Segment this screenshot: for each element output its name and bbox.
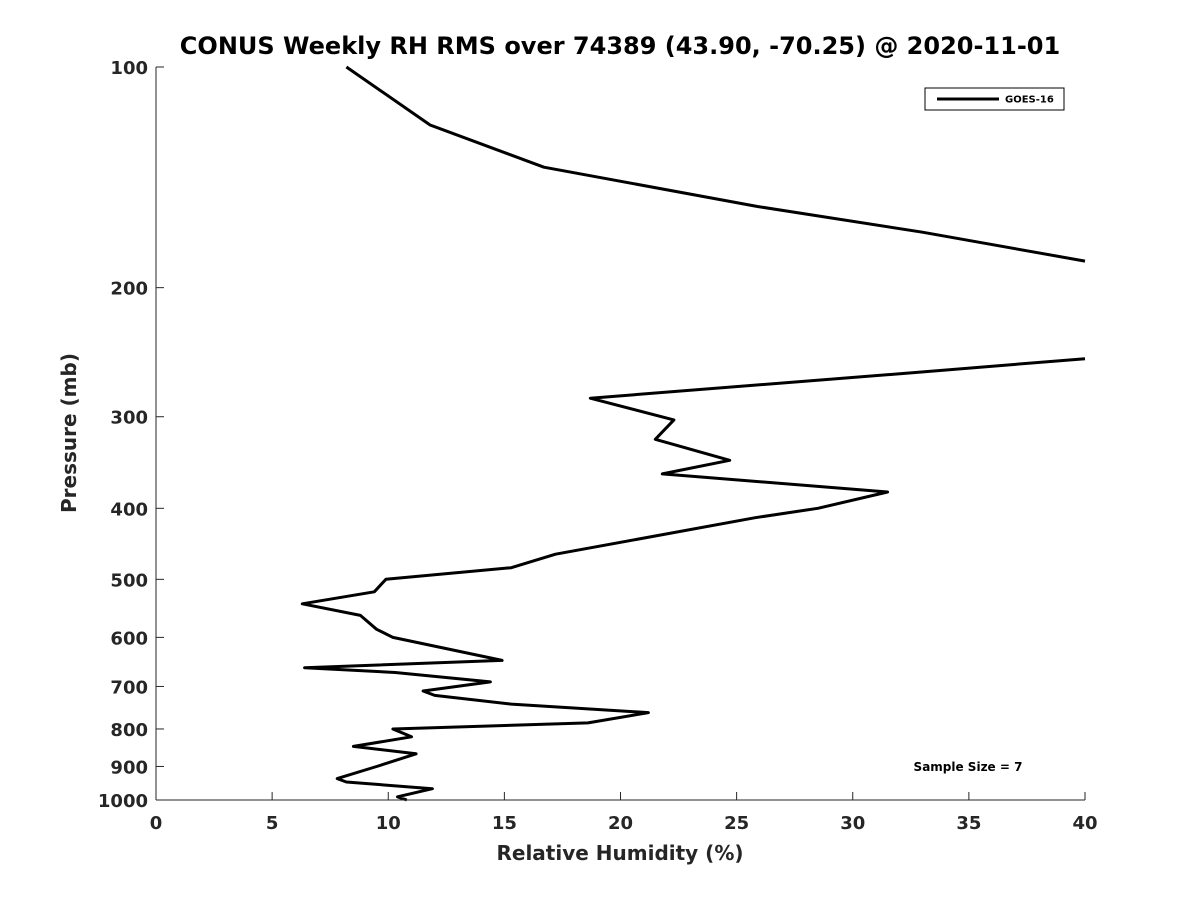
y-tick-label: 800 — [110, 720, 148, 741]
x-tick-label: 40 — [1072, 813, 1097, 834]
series-layer — [300, 65, 1086, 802]
y-tick-label: 200 — [110, 279, 148, 300]
y-tick-label: 400 — [110, 499, 148, 520]
sample-size-annotation: Sample Size = 7 — [914, 760, 1023, 774]
legend-label-goes-16: GOES-16 — [1005, 95, 1054, 106]
x-tick-label: 10 — [376, 813, 401, 834]
x-tick-label: 25 — [724, 813, 749, 834]
y-tick-label: 1000 — [98, 791, 148, 812]
y-tick-label: 700 — [110, 677, 148, 698]
x-axis-label: Relative Humidity (%) — [496, 841, 743, 865]
plot-area: 0 5 10 15 20 25 30 35 40 100 200 300 400 500 600 700 80… — [98, 58, 1098, 834]
legend: GOES-16 — [924, 87, 1065, 111]
series-line-1 — [345, 65, 1086, 263]
y-axis-ticks: 100 200 300 400 500 600 700 800 900 1000 — [98, 58, 164, 812]
x-tick-label: 20 — [608, 813, 633, 834]
y-tick-label: 900 — [110, 757, 148, 778]
x-tick-label: 35 — [956, 813, 981, 834]
y-tick-label: 500 — [110, 570, 148, 591]
y-tick-label: 300 — [110, 408, 148, 429]
x-tick-label: 5 — [266, 813, 279, 834]
x-tick-label: 0 — [150, 813, 163, 834]
y-axis-label: Pressure (mb) — [57, 353, 81, 513]
series-line-0 — [300, 357, 1086, 802]
x-tick-label: 15 — [492, 813, 517, 834]
y-tick-label: 100 — [110, 58, 148, 79]
x-tick-label: 30 — [840, 813, 865, 834]
x-axis-ticks: 0 5 10 15 20 25 30 35 40 — [150, 792, 1098, 834]
chart-title: CONUS Weekly RH RMS over 74389 (43.90, -… — [180, 32, 1060, 60]
y-tick-label: 600 — [110, 628, 148, 649]
